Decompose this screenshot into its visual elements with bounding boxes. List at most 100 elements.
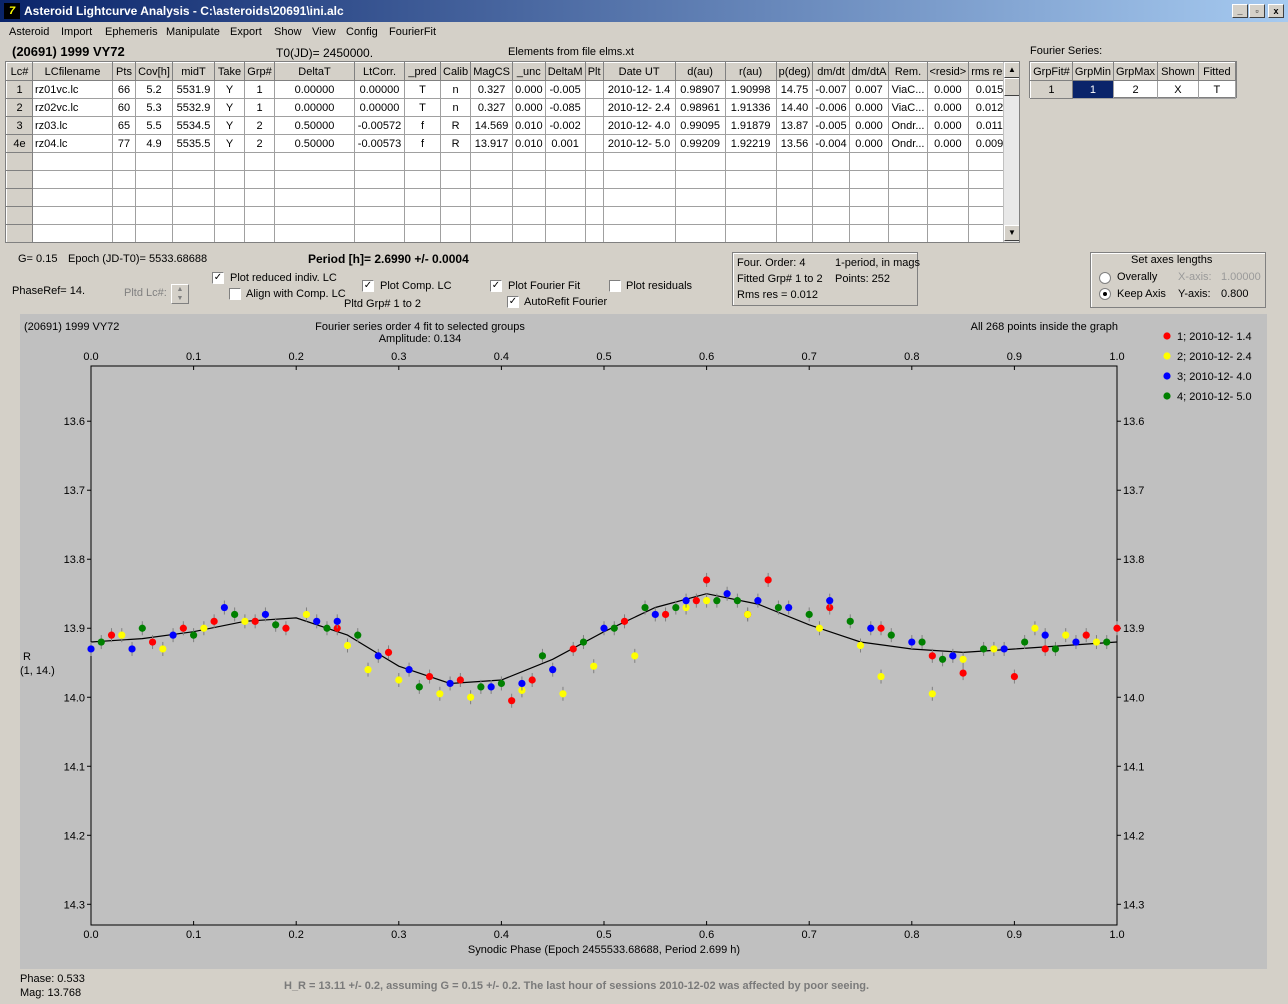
table-cell[interactable]: [439, 188, 472, 207]
maximize-button[interactable]: ▫: [1249, 4, 1265, 18]
table-cell[interactable]: [848, 188, 890, 207]
table-cell[interactable]: [470, 224, 514, 242]
table-cell[interactable]: 0.007: [848, 80, 890, 99]
column-header[interactable]: dm/dtA: [848, 62, 890, 81]
table-cell[interactable]: [584, 188, 604, 207]
table-cell[interactable]: Y: [214, 80, 245, 99]
lightcurve-plot-panel[interactable]: (20691) 1999 VY72 Fourier series order 4 …: [20, 314, 1267, 969]
plot-residuals-checkbox[interactable]: [609, 280, 621, 292]
row-header[interactable]: 4e: [6, 134, 33, 153]
table-cell[interactable]: 0.000: [512, 80, 546, 99]
table-cell[interactable]: [112, 188, 136, 207]
table-cell[interactable]: [470, 188, 514, 207]
table-cell[interactable]: 0.99209: [674, 134, 726, 153]
table-cell[interactable]: 0.001: [544, 134, 586, 153]
column-header[interactable]: Cov[h]: [135, 62, 173, 81]
table-cell[interactable]: 5.5: [135, 116, 173, 135]
fourier-column-header[interactable]: Shown: [1157, 62, 1199, 81]
table-cell[interactable]: 2010-12- 4.0: [602, 116, 676, 135]
table-cell[interactable]: [135, 224, 173, 242]
menu-asteroid[interactable]: Asteroid: [9, 26, 50, 38]
table-cell[interactable]: [775, 152, 814, 171]
minimize-button[interactable]: _: [1232, 4, 1248, 18]
table-cell[interactable]: 0.010: [512, 134, 546, 153]
table-cell[interactable]: [602, 152, 676, 171]
table-cell[interactable]: [354, 152, 405, 171]
table-row[interactable]: [6, 152, 1011, 171]
table-cell[interactable]: [602, 224, 676, 242]
table-cell[interactable]: [674, 188, 726, 207]
table-cell[interactable]: [926, 224, 970, 242]
table-cell[interactable]: [724, 188, 777, 207]
column-header[interactable]: Calib: [439, 62, 472, 81]
table-cell[interactable]: [244, 188, 275, 207]
table-cell[interactable]: 14.75: [775, 80, 814, 99]
table-cell[interactable]: -0.085: [544, 98, 586, 117]
table-cell[interactable]: [584, 152, 604, 171]
table-cell[interactable]: [584, 98, 604, 117]
table-cell[interactable]: [512, 188, 546, 207]
table-cell[interactable]: [775, 170, 814, 189]
fourier-column-header[interactable]: GrpMax: [1112, 62, 1159, 81]
table-row[interactable]: 3 rz03.lc 65 5.5 5534.5 Y 2 0.50000 -0.00572 f R 14…: [6, 116, 1011, 135]
table-cell[interactable]: 0.00000: [354, 80, 405, 99]
fourier-cell[interactable]: 1: [1071, 80, 1114, 99]
table-cell[interactable]: [32, 188, 113, 207]
column-header[interactable]: LtCorr.: [354, 62, 405, 81]
table-cell[interactable]: [926, 188, 970, 207]
table-cell[interactable]: [354, 188, 405, 207]
lightcurve-plot[interactable]: (20691) 1999 VY72 Fourier series order 4 …: [20, 314, 1267, 969]
table-cell[interactable]: 14.40: [775, 98, 814, 117]
table-cell[interactable]: -0.002: [544, 116, 586, 135]
table-cell[interactable]: [674, 170, 726, 189]
table-cell[interactable]: [602, 206, 676, 225]
table-cell[interactable]: [926, 152, 970, 171]
fourier-column-header[interactable]: GrpMin: [1071, 62, 1114, 81]
table-cell[interactable]: 66: [112, 80, 136, 99]
table-cell[interactable]: [172, 206, 215, 225]
table-cell[interactable]: -0.007: [812, 80, 850, 99]
table-cell[interactable]: n: [439, 98, 472, 117]
table-cell[interactable]: 0.98907: [674, 80, 726, 99]
menu-import[interactable]: Import: [61, 26, 93, 38]
table-cell[interactable]: [135, 206, 173, 225]
table-cell[interactable]: rz03.lc: [32, 116, 113, 135]
table-cell[interactable]: [404, 206, 441, 225]
column-header[interactable]: Lc#: [6, 62, 33, 81]
table-cell[interactable]: [244, 206, 275, 225]
table-cell[interactable]: Y: [214, 134, 245, 153]
menu-export[interactable]: Export: [230, 26, 262, 38]
table-cell[interactable]: [404, 224, 441, 242]
table-cell[interactable]: [584, 224, 604, 242]
table-cell[interactable]: [112, 224, 136, 242]
plot-reduced-checkbox[interactable]: ✓: [212, 272, 224, 284]
table-cell[interactable]: [214, 188, 245, 207]
table-cell[interactable]: Y: [214, 98, 245, 117]
table-cell[interactable]: [439, 224, 472, 242]
table-cell[interactable]: [214, 224, 245, 242]
table-cell[interactable]: 0.000: [926, 80, 970, 99]
table-cell[interactable]: [172, 188, 215, 207]
table-cell[interactable]: [214, 206, 245, 225]
table-cell[interactable]: [812, 152, 850, 171]
table-cell[interactable]: 2: [244, 134, 275, 153]
table-cell[interactable]: [544, 170, 586, 189]
table-cell[interactable]: 13.87: [775, 116, 814, 135]
table-cell[interactable]: 0.010: [512, 116, 546, 135]
table-cell[interactable]: 60: [112, 98, 136, 117]
table-cell[interactable]: [439, 152, 472, 171]
row-header[interactable]: [6, 224, 33, 242]
table-cell[interactable]: [404, 188, 441, 207]
table-cell[interactable]: 0.000: [848, 134, 890, 153]
table-cell[interactable]: [584, 134, 604, 153]
overally-radio[interactable]: [1099, 272, 1111, 284]
table-cell[interactable]: 5.3: [135, 98, 173, 117]
table-cell[interactable]: [812, 206, 850, 225]
table-cell[interactable]: 2010-12- 1.4: [602, 80, 676, 99]
table-cell[interactable]: R: [439, 134, 472, 153]
table-cell[interactable]: [888, 224, 928, 242]
table-cell[interactable]: rz04.lc: [32, 134, 113, 153]
table-cell[interactable]: 0.00000: [274, 80, 355, 99]
table-cell[interactable]: 0.98961: [674, 98, 726, 117]
